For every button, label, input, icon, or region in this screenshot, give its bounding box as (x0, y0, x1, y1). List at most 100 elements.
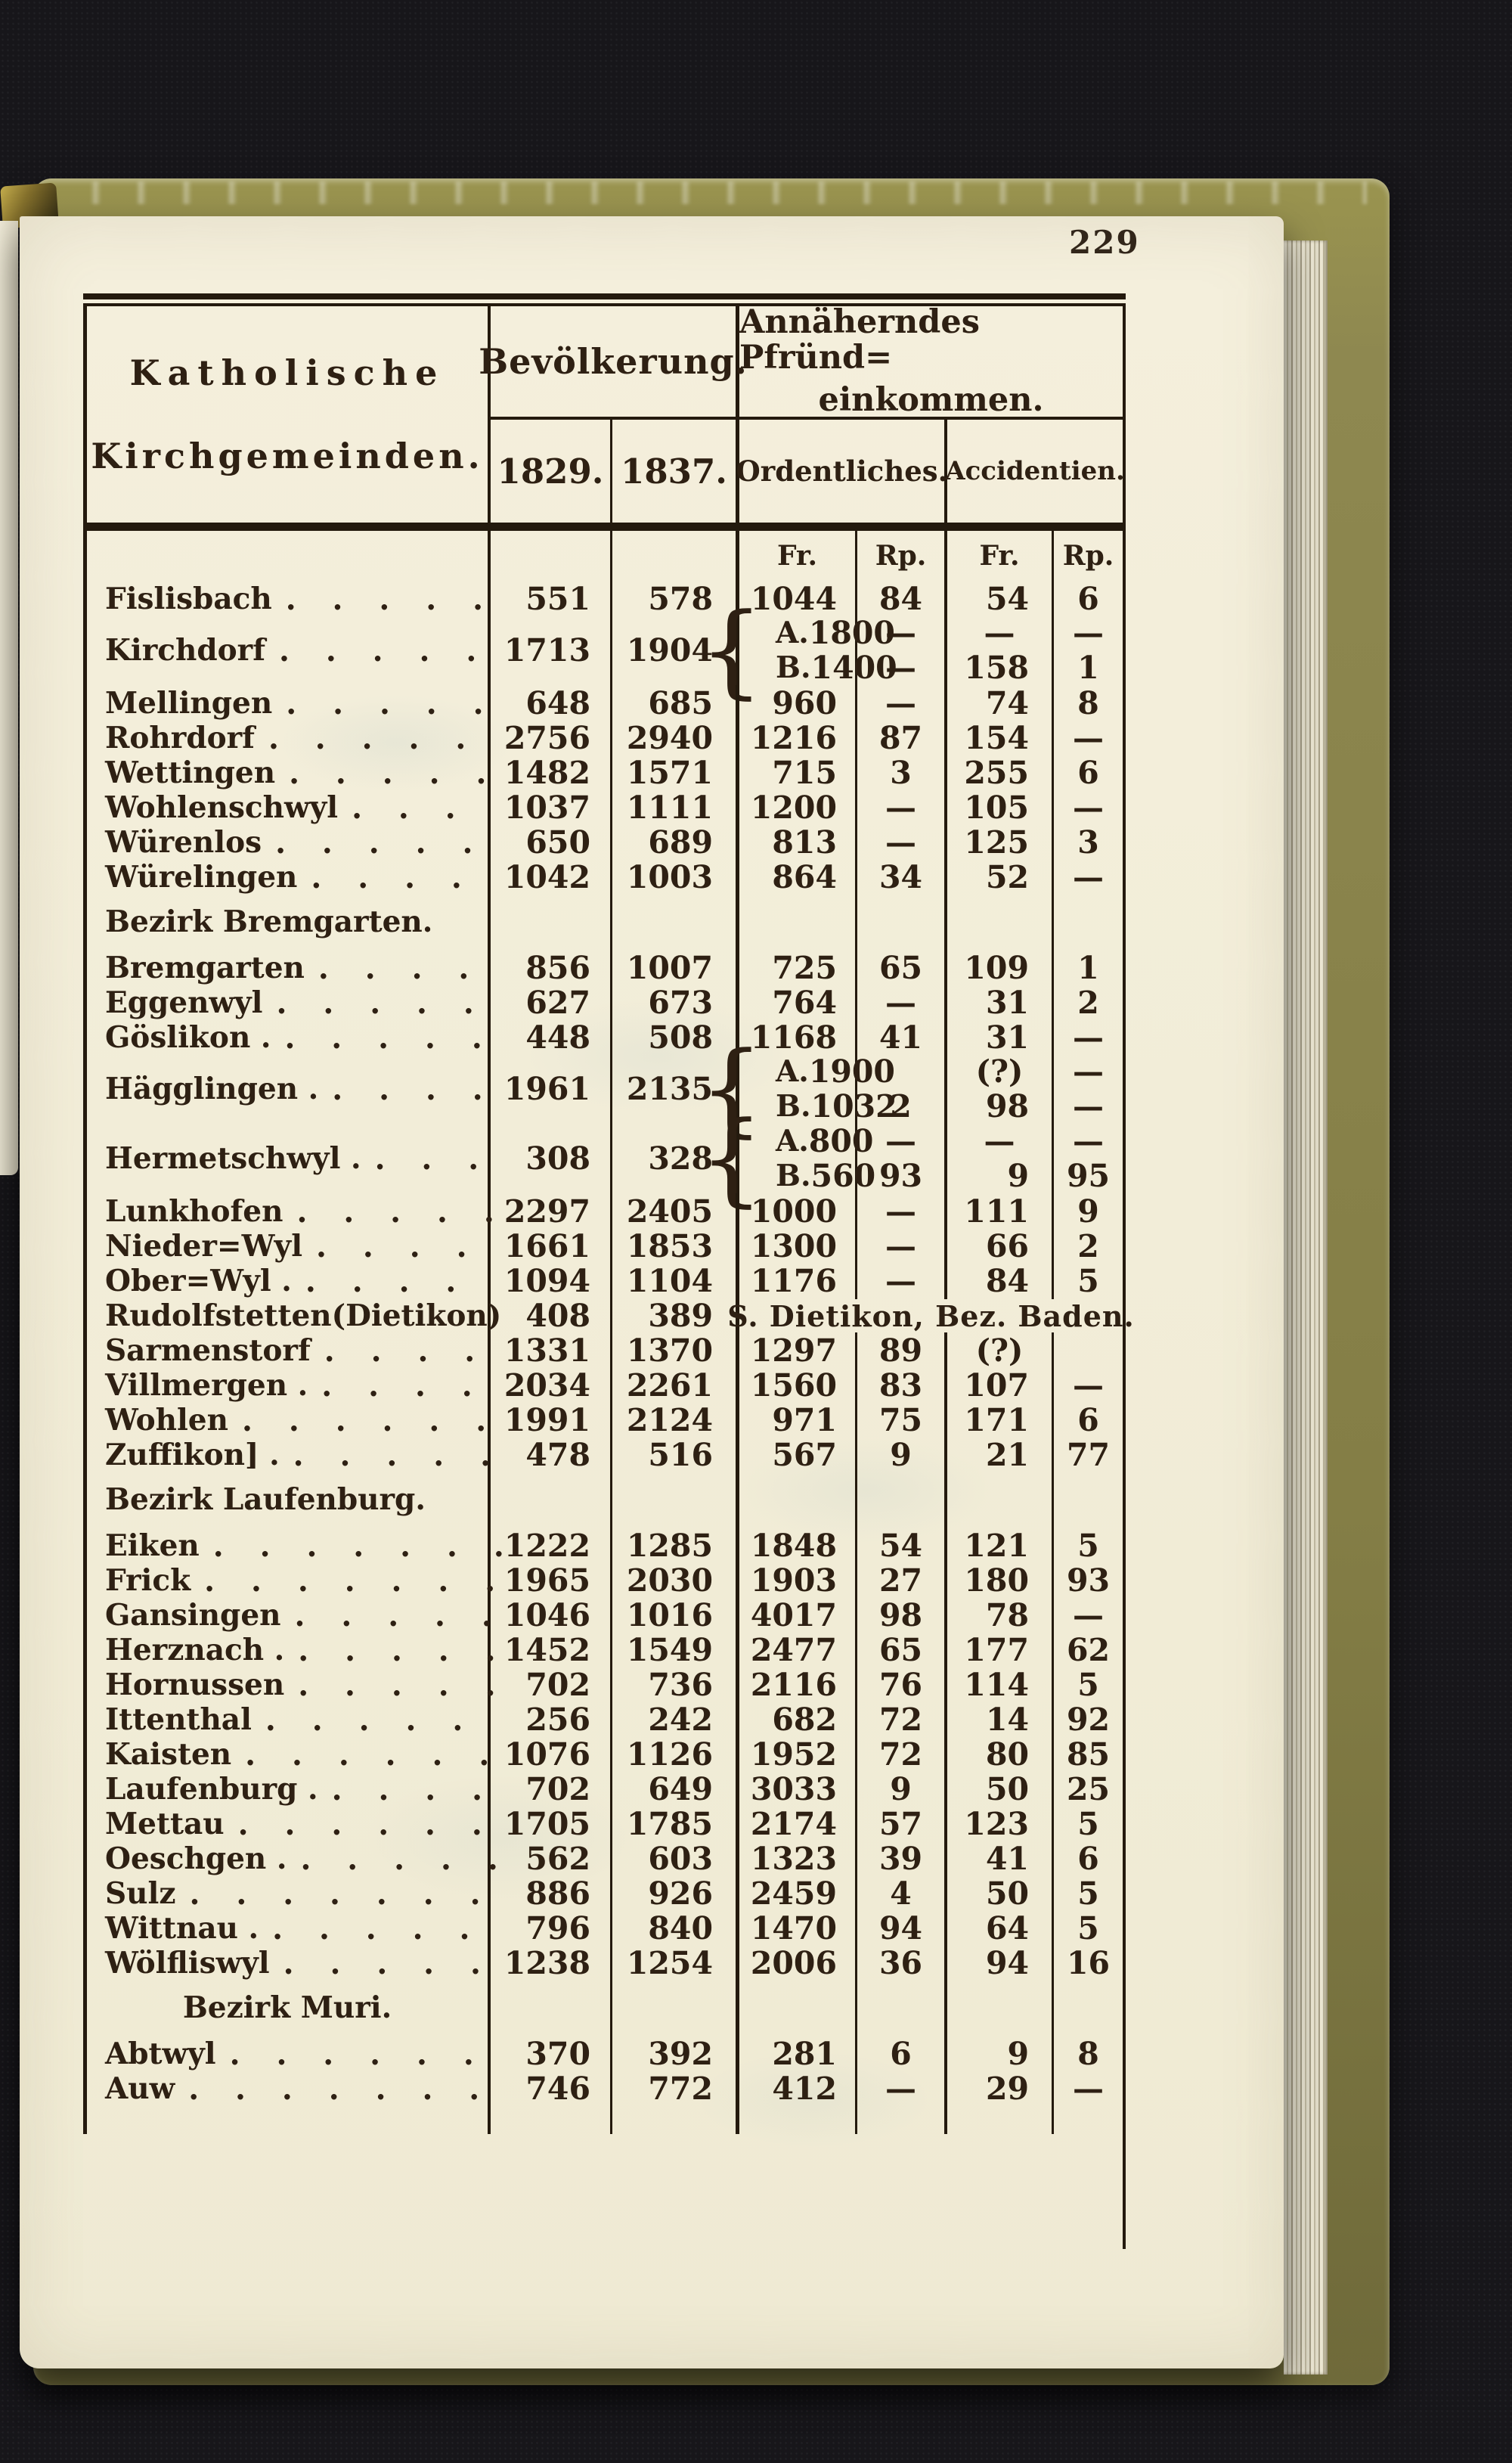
unit-acc-fr: Fr. (947, 531, 1054, 581)
dot-leader: . . . . (324, 1332, 483, 1369)
table-row: Herznach .. . . . . 1452 1549 2477 65 177 62 (83, 1632, 1126, 1668)
parish-name-cell: Eiken. . . . . . . (87, 1528, 504, 1564)
table-row: Rudolfstetten(Dietikon) 408 389 S. Dietikon… (83, 1298, 1134, 1334)
population-1837: 1126 (612, 1736, 739, 1773)
parish-name-cell: Villmergen . . . . . (87, 1367, 491, 1404)
ord-rp-cell: 2 (857, 1088, 947, 1124)
parish-name: Mellingen (105, 686, 273, 721)
parish-name-cell: Göslikon . . . . . . (87, 1019, 491, 1056)
parish-name-cell: Herznach .. . . . . (87, 1632, 496, 1668)
acc-rp-cell: 85 (1066, 1736, 1111, 1773)
acc-rp-cell: 6 (1077, 1402, 1099, 1438)
population-1837: 736 (612, 1667, 739, 1703)
ord-rp-cell: 3 (857, 755, 947, 791)
population-1837: 242 (612, 1701, 739, 1738)
ord-fr-value: 800 (808, 1123, 874, 1159)
ord-rp-cell: 75 (857, 1402, 947, 1438)
table-body: Fislisbach. . . . . 551 578 1044 84 54 6 Kirchd… (83, 581, 1134, 2107)
acc-rp-cell: 5 (1077, 1528, 1099, 1564)
population-1829: 551 (491, 581, 612, 617)
parish-name: Zuffikon] . (105, 1438, 280, 1472)
ord-fr-cell: 725 (739, 950, 857, 986)
ord-rp-cell: — (857, 685, 947, 721)
ord-rp-cell: 72 (857, 1736, 947, 1773)
dot-leader: . . . . . . (229, 2036, 482, 2072)
column-header-income: Annäherndes Pfründ= einkommen. (739, 305, 1123, 420)
ord-rp-cell: — (857, 1228, 947, 1264)
acc-fr-cell: 111 (947, 1193, 1054, 1230)
acc-rp-cell: — (1073, 789, 1104, 826)
ord-fr-cell: 1470 (739, 1910, 857, 1947)
parish-name: Wettingen (105, 755, 276, 790)
parish-name-cell: Oeschgen .. . . . . (87, 1841, 498, 1877)
ord-rp-cell: 72 (857, 1701, 947, 1738)
table-row: Rohrdorf . . . . . 2756 2940 1216 87 154 — (83, 720, 1126, 756)
parish-name: Bremgarten (105, 951, 305, 985)
population-1829: 1961 (491, 1054, 612, 1124)
ord-rp-cell: 76 (857, 1667, 947, 1703)
parish-name-cell: Bremgarten . . . . (87, 950, 491, 986)
ord-fr-cell: 4017 (739, 1597, 857, 1633)
acc-rp-cell: 16 (1066, 1945, 1111, 1981)
population-1829: 1094 (491, 1263, 612, 1299)
table-row: Würenlos . . . . . 650 689 813—125 3 (83, 824, 1126, 861)
parish-name-cell: Wohlen . . . . . . (87, 1402, 491, 1438)
ord-fr-cell: 2477 (739, 1632, 857, 1668)
ord-fr-value: 1900 (808, 1053, 895, 1090)
population-1829: 256 (491, 1701, 612, 1738)
parish-name: Kaisten (105, 1737, 232, 1772)
value-cell (857, 1472, 947, 1528)
acc-fr-cell: 158 (947, 650, 1054, 686)
population-1829: 1331 (491, 1332, 612, 1369)
acc-rp-cell: 93 (1066, 1562, 1111, 1599)
acc-fr-cell: 66 (947, 1228, 1054, 1264)
parish-name: Hägglingen . (105, 1072, 319, 1106)
value-cell (1054, 894, 1123, 950)
population-1829: 648 (491, 685, 612, 721)
section-title: Bezirk Muri. (182, 1990, 392, 2025)
value-cell (491, 894, 612, 950)
value-cell (612, 894, 739, 950)
table-row: Wohlenschwyl. . . 1037 1111 1200—105— (83, 789, 1126, 826)
dot-leader: . . . . (316, 1228, 475, 1264)
parish-name-cell: Eggenwyl . . . . . (87, 985, 491, 1021)
dot-leader: . . . . . . . (189, 1875, 488, 1912)
parish-name: Gansingen (105, 1598, 281, 1633)
parish-name: Göslikon . (105, 1020, 271, 1055)
parish-name: Herznach . (105, 1633, 285, 1667)
population-1837: 1007 (612, 950, 739, 986)
acc-fr-cell: 154 (947, 720, 1054, 756)
column-header-year-1837: 1837. (612, 420, 739, 523)
population-1837: 1285 (612, 1528, 739, 1564)
table-row: Eggenwyl . . . . . 627 673 764—31 2 (83, 985, 1126, 1021)
population-1829: 478 (491, 1437, 612, 1473)
ord-fr-cell: 1297 (739, 1332, 857, 1369)
table-row-split: Hägglingen .. . . . 1961 2135 A. 1900 (?) — B. 1… (83, 1038, 1126, 1140)
parish-name-cell: Würelingen . . . . (87, 859, 491, 895)
acc-rp-cell: — (1073, 2071, 1104, 2107)
value-cell (1054, 1472, 1123, 1528)
ord-fr-cell: A. 800 (739, 1123, 873, 1159)
ord-rp-cell: 94 (857, 1910, 947, 1947)
dot-leader: . . . . . . . (212, 1528, 512, 1564)
ord-fr-cell: 3033 (739, 1771, 857, 1807)
ord-fr-cell: 1300 (739, 1228, 857, 1264)
dot-leader: . . . (352, 789, 463, 826)
population-1837: 1016 (612, 1597, 739, 1633)
parish-name-cell: Hermetschwyl . . . . (87, 1124, 491, 1193)
dot-leader: . . . . (311, 859, 469, 895)
population-1829: 1661 (491, 1228, 612, 1264)
population-1837: 1254 (612, 1945, 739, 1981)
dot-leader: . . . . (318, 950, 477, 986)
dot-leader: . . . . . (275, 824, 481, 861)
parish-name: Eggenwyl (105, 985, 263, 1020)
dot-leader: . . . . (331, 1771, 491, 1807)
parish-name-cell: Lunkhofen. . . . . (87, 1193, 494, 1230)
ord-rp-cell: 27 (857, 1562, 947, 1599)
table-row: Abtwyl . . . . . . 370 392 281 6 9 8 (83, 2036, 1126, 2072)
column-header-accidentien: Accidentien. (945, 456, 1125, 486)
table-header: Katholische Kirchgemeinden. Bevölkerung.… (83, 305, 1126, 523)
population-1829: 1076 (491, 1736, 612, 1773)
dot-leader: . . . . . . (237, 1806, 490, 1842)
